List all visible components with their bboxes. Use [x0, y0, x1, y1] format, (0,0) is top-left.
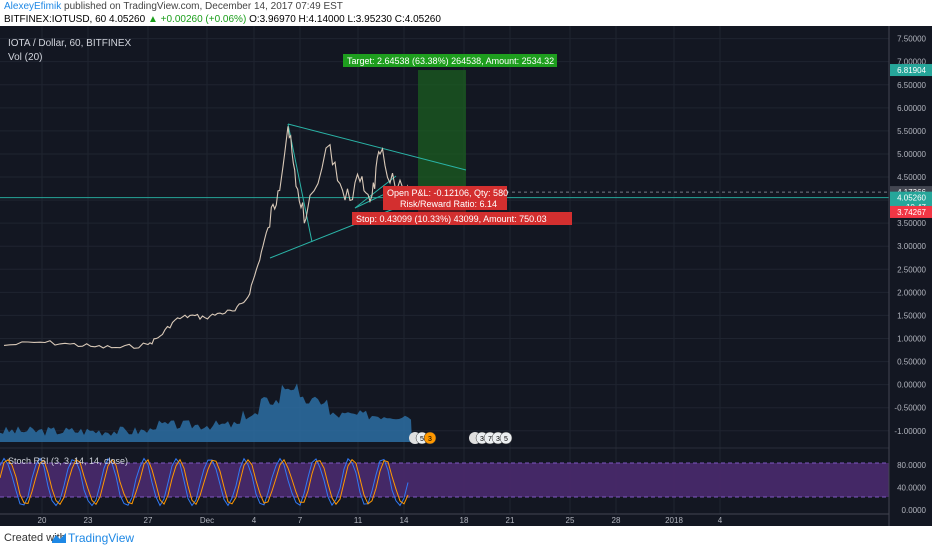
event-badge-count: 5	[420, 436, 424, 443]
stop-label-bg	[352, 212, 572, 225]
x-tick-label: 4	[252, 516, 257, 525]
x-tick-label: 7	[298, 516, 303, 525]
x-axis-ticks[interactable]: 20 23 27 Dec 4 7 11 14 18 21 25 28 2018 4	[38, 516, 723, 525]
last-price: 4.05260	[109, 14, 146, 25]
event-badge[interactable]	[423, 431, 437, 445]
tradingview-logo-icon	[52, 533, 66, 543]
x-tick-label: 20	[38, 516, 47, 525]
x-tick-label: 27	[144, 516, 153, 525]
symbol-line: BITFINEX:IOTUSD, 60 4.05260 ▲ +0.00260 (…	[4, 14, 441, 26]
y-tick-label: -0.50000	[894, 404, 926, 413]
y-tick-label: -1.00000	[894, 427, 926, 436]
y-tick-label: 1.00000	[897, 335, 926, 344]
target-label-bg	[343, 54, 557, 67]
stoch-rsi-band	[0, 463, 889, 497]
y-tick-label: 3.00000	[897, 242, 926, 251]
target-label: Target: 2.64538 (63.38%) 264538, Amount:…	[347, 56, 554, 66]
y-tick-label: 2.00000	[897, 288, 926, 297]
stoch-legend: Stoch RSI (3, 3, 14, 14, close)	[8, 456, 128, 466]
x-tick-label: 23	[84, 516, 93, 525]
price-tag-label: 3.74267	[897, 208, 926, 217]
x-tick-label: 18	[460, 516, 469, 525]
y-tick-label: 0.50000	[897, 358, 926, 367]
x-tick-label: 28	[612, 516, 621, 525]
price-tag-bg	[890, 64, 932, 77]
y-tick-label: 0.00000	[897, 381, 926, 390]
stoch-axis-ticks: 80.0000 40.0000 0.0000	[897, 461, 926, 515]
symbol-name[interactable]: BITFINEX:IOTUSD, 60	[4, 14, 107, 25]
y-tick-label: 7.00000	[897, 58, 926, 67]
author-link[interactable]: AlexeyEfimik	[4, 1, 62, 12]
event-badge-count: 7	[488, 436, 492, 443]
price-change: +0.00260 (+0.06%)	[160, 14, 247, 25]
published-info: published on TradingView.com, December 1…	[64, 1, 343, 12]
event-badge-count: 3	[496, 436, 500, 443]
stoch-d-line	[0, 458, 409, 506]
target-zone	[418, 70, 466, 193]
y-tick-label: 3.50000	[897, 219, 926, 228]
spike-left-line[interactable]	[287, 123, 313, 243]
y-tick-label: 5.50000	[897, 127, 926, 136]
y-tick-label: 1.50000	[897, 311, 926, 320]
price-tag-label: 6.81904	[897, 66, 926, 75]
ohlc-values: O:3.96970 H:4.14000 L:3.95230 C:4.05260	[249, 14, 441, 25]
upper-trendline[interactable]	[287, 123, 467, 171]
footer: Created with TradingView	[0, 526, 932, 550]
volume-area	[0, 383, 412, 442]
y-tick-label: 2.50000	[897, 265, 926, 274]
x-tick-label: 21	[506, 516, 515, 525]
stoch-tick-label: 0.0000	[902, 506, 927, 515]
stoch-k-line	[0, 457, 409, 507]
volume-legend: Vol (20)	[8, 52, 42, 63]
price-axis-bg	[889, 26, 932, 526]
pnl-label-bg	[383, 186, 507, 210]
risk-reward-label: Risk/Reward Ratio: 6.14	[400, 199, 497, 209]
chart-area[interactable]: 7.50000 7.00000 6.50000 6.00000 5.50000 5.000…	[0, 26, 932, 526]
stoch-tick-label: 80.0000	[897, 461, 926, 470]
y-tick-label: 5.00000	[897, 150, 926, 159]
event-badge-count: 3	[480, 436, 484, 443]
x-tick-label: 11	[354, 516, 363, 525]
event-badge-count: 5	[504, 436, 508, 443]
publish-header: AlexeyEfimik published on TradingView.co…	[0, 0, 932, 26]
y-tick-label: 7.50000	[897, 35, 926, 44]
stoch-tick-label: 40.0000	[897, 484, 926, 493]
price-series-line[interactable]	[3, 126, 411, 349]
y-tick-label: 4.50000	[897, 173, 926, 182]
price-tag-label: 4.05260	[897, 194, 926, 203]
event-badge[interactable]	[499, 431, 513, 445]
event-badge-count: 3	[428, 436, 432, 443]
x-tick-label: 14	[400, 516, 409, 525]
x-tick-label: 4	[718, 516, 723, 525]
tradingview-brand[interactable]: TradingView	[68, 531, 135, 545]
stop-label: Stop: 0.43099 (10.33%) 43099, Amount: 75…	[356, 214, 547, 224]
up-arrow-icon: ▲	[147, 14, 158, 25]
chart-title: IOTA / Dollar, 60, BITFINEX	[8, 38, 132, 49]
x-tick-label: Dec	[200, 516, 214, 525]
x-tick-label: 2018	[665, 516, 683, 525]
price-tag-bg	[890, 205, 932, 218]
price-tag-bg	[890, 191, 932, 204]
publish-line: AlexeyEfimik published on TradingView.co…	[4, 1, 343, 13]
y-tick-label: 6.50000	[897, 81, 926, 90]
y-tick-label: 6.00000	[897, 104, 926, 113]
open-pnl-label: Open P&L: -0.12106, Qty: 580	[387, 188, 508, 198]
x-tick-label: 25	[566, 516, 575, 525]
created-with-label: Created with	[4, 532, 66, 544]
chart-svg[interactable]: 7.50000 7.00000 6.50000 6.00000 5.50000 5.000…	[0, 26, 932, 526]
